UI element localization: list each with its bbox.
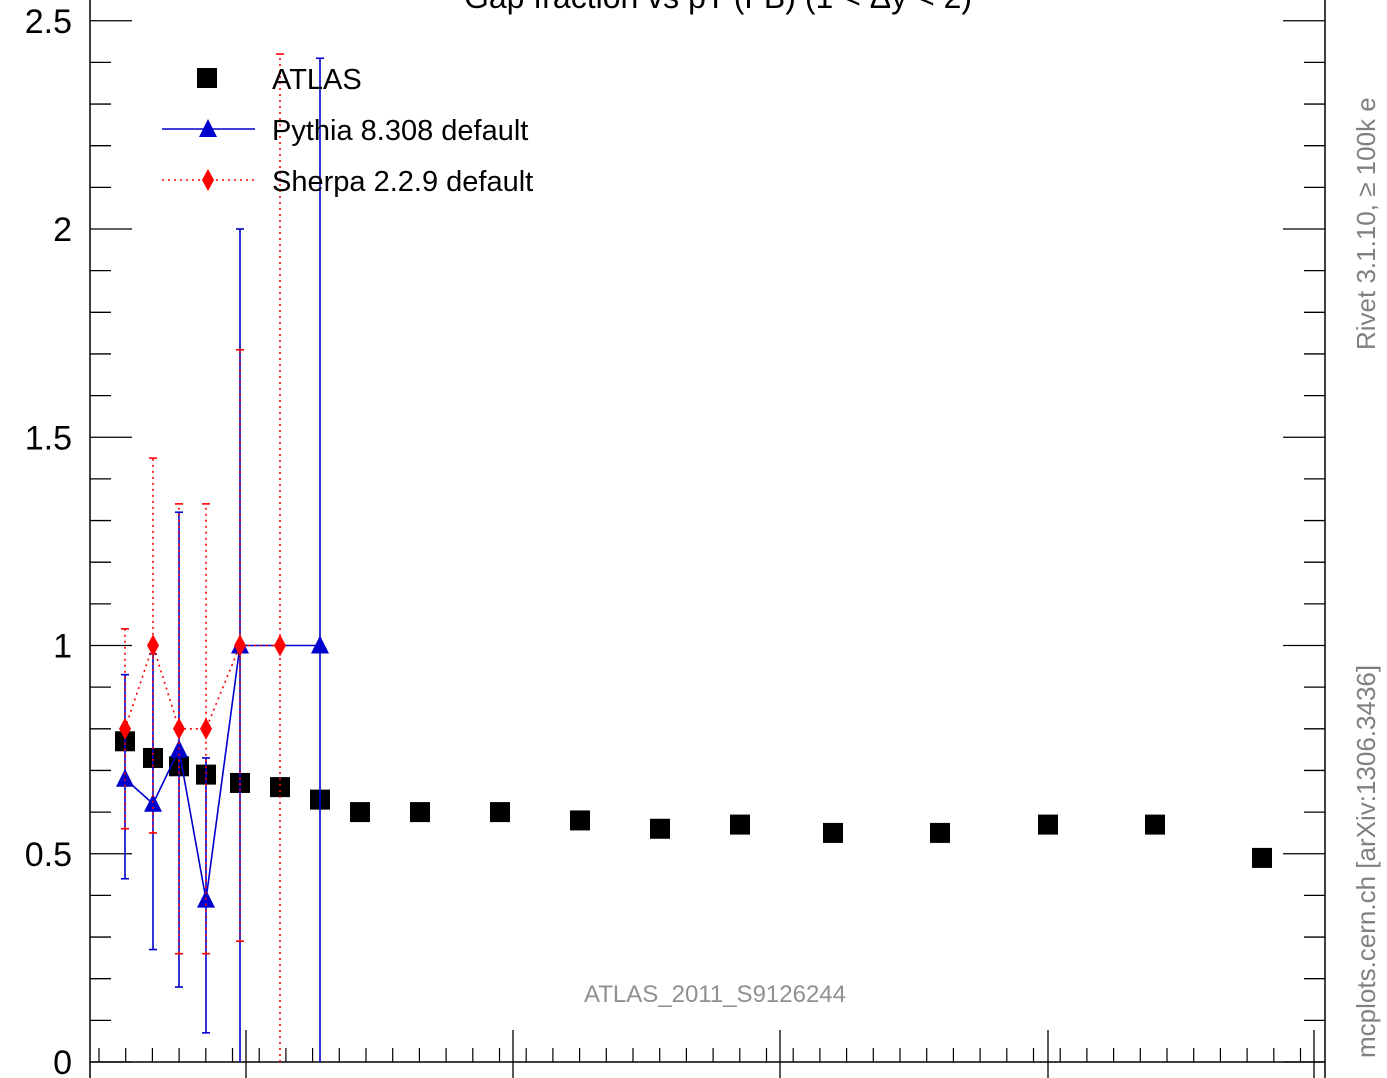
- legend-diamond-marker: [202, 169, 214, 191]
- side-label-bottom: mcplots.cern.ch [arXiv:1306.3436]: [1351, 665, 1381, 1058]
- series-1: [116, 57, 329, 1062]
- data-point-diamond: [147, 634, 159, 657]
- data-point-square: [490, 802, 510, 823]
- data-point-square: [570, 810, 590, 831]
- data-point-square: [410, 802, 430, 823]
- y-tick-label: 0.5: [25, 836, 72, 874]
- axes: 0 0.5 1 1.5 2 2.5: [25, 0, 1326, 1078]
- legend-label-pythia: Pythia 8.308 default: [272, 115, 528, 147]
- series-0: [115, 731, 1272, 868]
- legend-square-marker: [197, 68, 217, 88]
- data-point-triangle: [311, 635, 329, 654]
- data-point-square: [1252, 847, 1272, 868]
- data-point-diamond: [234, 634, 246, 657]
- legend-label-atlas: ATLAS: [272, 64, 362, 96]
- watermark-label: ATLAS_2011_S9126244: [584, 981, 846, 1008]
- data-point-square: [1145, 814, 1165, 835]
- chart-title: Gap fraction vs pT (FB) (1 < Δy < 2): [464, 0, 972, 15]
- y-tick-label: 1: [53, 628, 72, 666]
- legend-triangle-marker: [199, 119, 217, 137]
- legend-label-sherpa: Sherpa 2.2.9 default: [272, 166, 533, 198]
- data-point-diamond: [119, 717, 131, 740]
- plot-area: [115, 53, 1272, 1062]
- y-tick-label: 0: [53, 1044, 72, 1078]
- data-point-square: [270, 777, 290, 798]
- series-line: [124, 642, 280, 730]
- legend-entry-atlas: ATLAS: [197, 64, 362, 96]
- data-point-triangle: [116, 768, 134, 787]
- data-point-diamond: [173, 717, 185, 740]
- series-2: [119, 53, 286, 1062]
- data-point-diamond: [200, 717, 212, 740]
- data-point-square: [730, 814, 750, 835]
- data-point-square: [650, 818, 670, 839]
- y-tick-label: 2: [53, 211, 72, 249]
- series-line: [124, 644, 320, 900]
- y-tick-label: 2.5: [25, 3, 72, 41]
- side-label-top: Rivet 3.1.10, ≥ 100k e: [1351, 97, 1381, 350]
- data-point-square: [1038, 814, 1058, 835]
- legend: ATLAS Pythia 8.308 default Sherpa 2.2.9 …: [162, 64, 533, 198]
- legend-entry-pythia: Pythia 8.308 default: [162, 115, 528, 147]
- data-point-square: [350, 802, 370, 823]
- legend-entry-sherpa: Sherpa 2.2.9 default: [162, 166, 533, 198]
- data-point-square: [823, 822, 843, 843]
- data-point-diamond: [274, 634, 286, 657]
- data-point-square: [930, 822, 950, 843]
- y-tick-label: 1.5: [25, 419, 72, 457]
